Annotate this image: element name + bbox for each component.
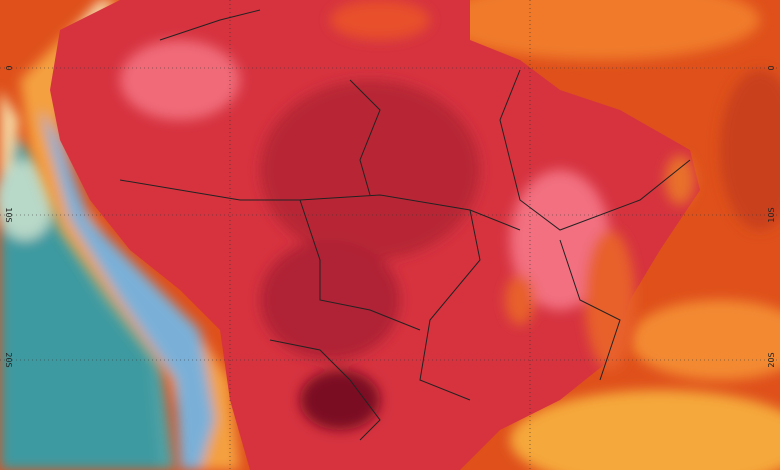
latitude-label: 20S bbox=[4, 352, 13, 367]
latitude-label: 10S bbox=[4, 207, 13, 222]
grid-labels: 0 10S 20S 0 10S 20S bbox=[4, 65, 776, 367]
latitude-label: 10S bbox=[767, 207, 776, 222]
latitude-label: 0 bbox=[767, 65, 776, 70]
latitude-label: 0 bbox=[4, 65, 13, 70]
pacific-field bbox=[0, 90, 175, 470]
ocean-field bbox=[440, 0, 780, 470]
latitude-label: 20S bbox=[767, 352, 776, 367]
